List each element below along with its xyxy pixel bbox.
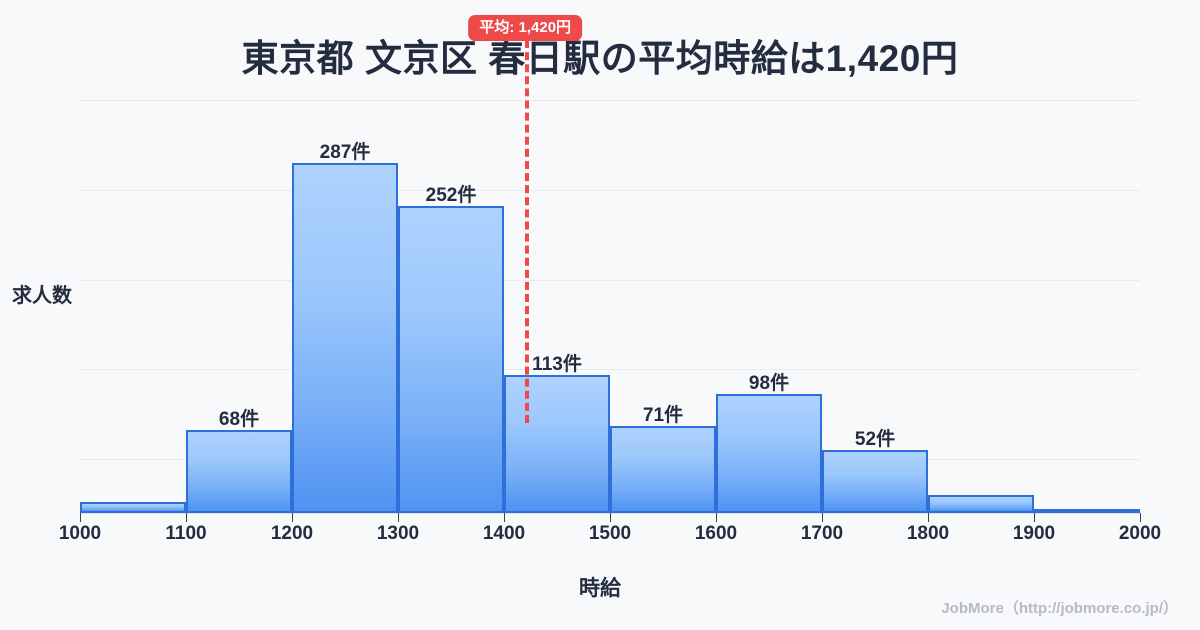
bar-1300-1400-value-label: 252件 — [425, 184, 477, 206]
x-tick-label-1500: 1500 — [588, 523, 632, 544]
gridline-3 — [80, 369, 1140, 370]
bar-1200-1300-value-label: 287件 — [319, 142, 371, 164]
bar-1400-1500-value-label: 113件 — [532, 354, 582, 376]
bar-1700-1800[interactable] — [822, 449, 928, 513]
x-axis-title: 時給 — [579, 577, 621, 600]
x-tick-label-1600: 1600 — [694, 523, 738, 544]
x-tick-mark-1900 — [1034, 513, 1035, 522]
bar-1900-2000[interactable] — [1034, 509, 1140, 513]
y-axis-title: 求人数 — [12, 285, 72, 307]
gridline-0 — [80, 100, 1140, 101]
x-tick-mark-1600 — [716, 513, 717, 522]
average-badge: 平均: 1,420円 — [468, 15, 583, 41]
page-title: 東京都 文京区 春日駅の平均時給は1,420円 — [241, 38, 959, 79]
bar-1000-1100[interactable] — [80, 502, 186, 513]
bar-1600-1700[interactable] — [716, 393, 822, 513]
x-tick-mark-1500 — [610, 513, 611, 522]
x-tick-label-1000: 1000 — [58, 523, 102, 544]
x-tick-label-2000: 2000 — [1118, 523, 1162, 544]
x-tick-label-1900: 1900 — [1012, 523, 1056, 544]
x-tick-mark-1100 — [186, 513, 187, 522]
x-tick-mark-1000 — [80, 513, 81, 522]
plot-area: 68件 287件 252件 113件 71件 98件 52件 — [80, 90, 1140, 514]
gridline-1 — [80, 190, 1140, 191]
watermark-credit: JobMore（http://jobmore.co.jp/） — [941, 600, 1178, 617]
bar-1500-1600[interactable] — [610, 426, 716, 513]
average-dashed-line — [525, 40, 530, 423]
bar-1400-1500[interactable] — [504, 375, 610, 513]
x-tick-label-1400: 1400 — [482, 523, 526, 544]
x-tick-label-1800: 1800 — [906, 523, 950, 544]
bar-1700-1800-value-label: 52件 — [854, 428, 896, 450]
x-tick-label-1700: 1700 — [800, 523, 844, 544]
gridline-2 — [80, 280, 1140, 281]
x-tick-label-1100: 1100 — [165, 523, 207, 544]
x-tick-label-1300: 1300 — [376, 523, 420, 544]
x-tick-mark-1700 — [822, 513, 823, 522]
bar-1300-1400[interactable] — [398, 205, 504, 513]
bar-1500-1600-value-label: 71件 — [642, 405, 684, 427]
x-tick-label-1200: 1200 — [270, 523, 314, 544]
bar-1200-1300[interactable] — [292, 163, 398, 513]
bar-1100-1200[interactable] — [186, 430, 292, 513]
bar-1800-1900[interactable] — [928, 494, 1034, 513]
x-tick-mark-1800 — [928, 513, 929, 522]
x-tick-mark-1200 — [292, 513, 293, 522]
bar-1600-1700-value-label: 98件 — [748, 372, 790, 394]
bar-1100-1200-value-label: 68件 — [218, 409, 260, 431]
x-tick-mark-1300 — [398, 513, 399, 522]
x-tick-mark-1400 — [504, 513, 505, 522]
x-tick-mark-2000 — [1140, 513, 1141, 522]
